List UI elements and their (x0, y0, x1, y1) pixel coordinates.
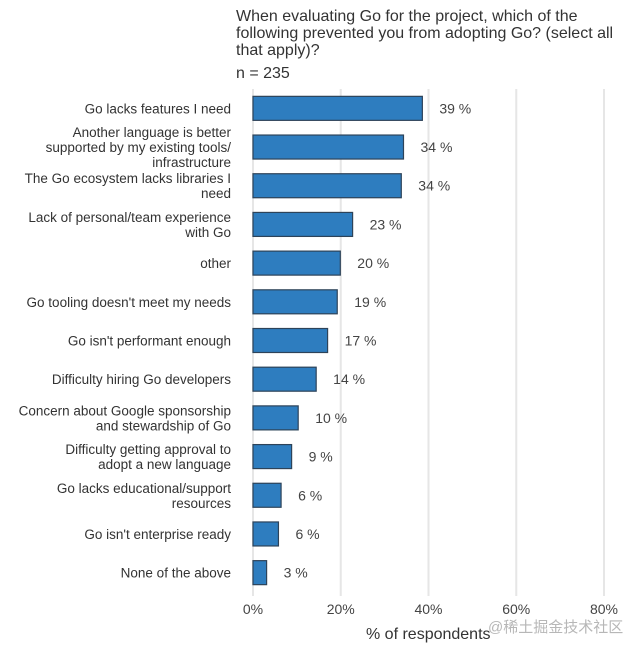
value-label: 6 % (295, 526, 319, 542)
value-label: 34 % (420, 139, 452, 155)
bar (252, 95, 423, 121)
category-label: infrastructure (152, 155, 231, 170)
bar (252, 250, 341, 276)
bar (252, 443, 293, 470)
bar (252, 134, 405, 160)
category-label: with Go (184, 225, 231, 240)
category-label: The Go ecosystem lacks libraries I (25, 171, 231, 186)
chart-subtitle: n = 235 (236, 65, 290, 82)
category-label: None of the above (121, 566, 231, 581)
watermark: @稀土掘金技术社区 (488, 619, 624, 636)
value-label: 34 % (418, 178, 450, 194)
category-label: Go lacks features I need (85, 101, 231, 116)
value-label: 39 % (439, 100, 471, 116)
x-tick-label: 60% (502, 601, 530, 617)
value-label: 10 % (315, 410, 347, 426)
x-tick-label: 40% (414, 601, 442, 617)
x-tick-label: 20% (327, 601, 355, 617)
bar (252, 173, 402, 199)
x-tick-label: 0% (243, 601, 263, 617)
value-label: 14 % (333, 371, 365, 387)
category-label: supported by my existing tools/ (46, 140, 232, 155)
value-label: 9 % (309, 449, 333, 465)
category-label: other (200, 256, 231, 271)
bar (252, 289, 338, 315)
category-label: Go tooling doesn't meet my needs (27, 295, 232, 310)
x-axis-title: % of respondents (366, 626, 491, 643)
category-label: adopt a new language (98, 457, 231, 472)
category-label: Another language is better (73, 125, 232, 140)
bar (252, 521, 280, 547)
bar (252, 482, 282, 508)
category-label: Difficulty getting approval to (65, 442, 231, 457)
x-tick-label: 80% (590, 601, 618, 617)
chart-title: When evaluating Go for the project, whic… (236, 8, 614, 59)
bar (252, 327, 329, 354)
value-label: 23 % (370, 216, 402, 232)
value-label: 19 % (354, 294, 386, 310)
bar (252, 211, 354, 238)
bar (252, 405, 299, 431)
category-label: Concern about Google sponsorship (19, 403, 231, 418)
category-label: and stewardship of Go (96, 418, 231, 433)
value-label: 3 % (284, 565, 308, 581)
category-label: Go isn't enterprise ready (84, 527, 231, 542)
category-label: Go isn't performant enough (68, 334, 231, 349)
value-label: 6 % (298, 487, 322, 503)
bar (252, 366, 317, 392)
category-label: resources (172, 496, 232, 511)
bar (252, 560, 268, 586)
value-label: 17 % (345, 333, 377, 349)
category-label: Go lacks educational/support (57, 481, 231, 496)
category-label: need (201, 186, 231, 201)
category-label: Lack of personal/team experience (28, 210, 231, 225)
value-label: 20 % (357, 255, 389, 271)
category-label: Difficulty hiring Go developers (52, 372, 231, 387)
